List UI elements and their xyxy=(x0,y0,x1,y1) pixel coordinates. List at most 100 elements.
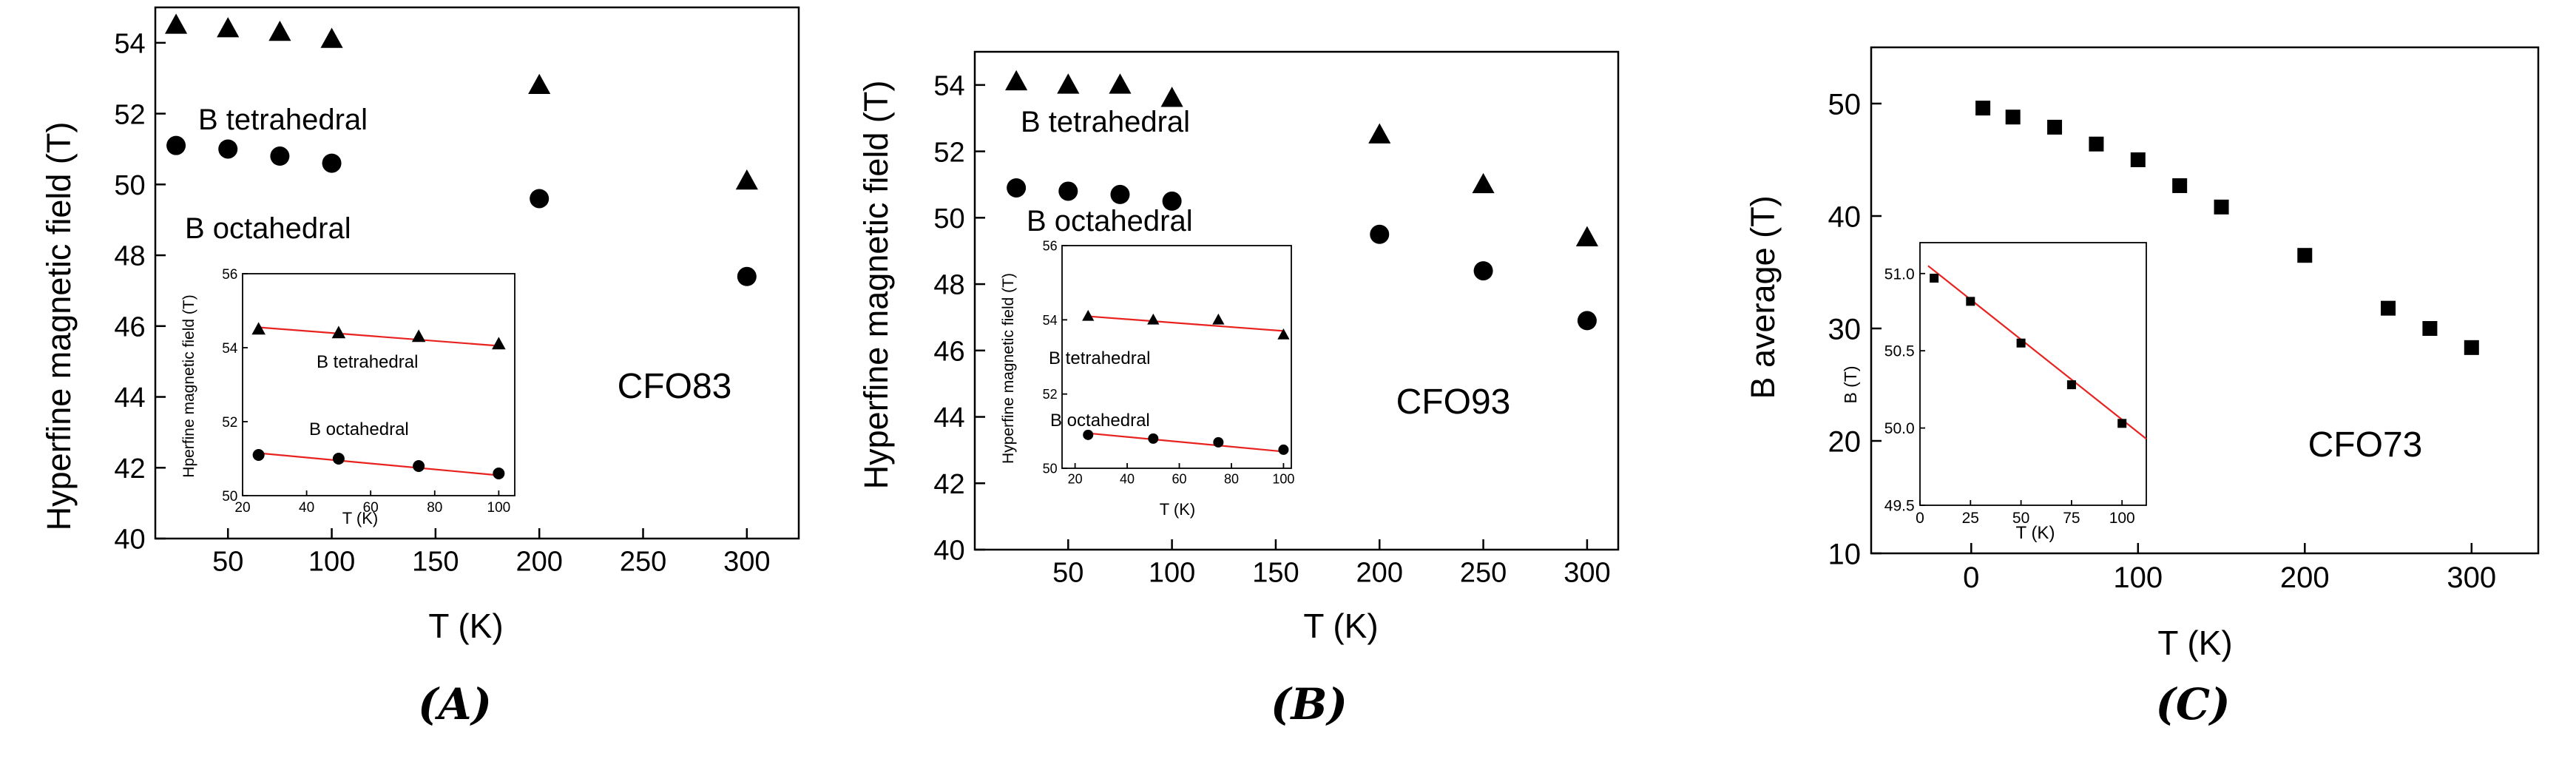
inset-x-tick-label: 40 xyxy=(299,500,314,516)
data-point-b-tetrahedral xyxy=(164,13,188,34)
y-tick-label: 20 xyxy=(1828,425,1862,458)
annotation-b-tetrahedral: B tetrahedral xyxy=(1021,106,1190,138)
sample-label: CFO73 xyxy=(2308,425,2423,465)
annotation-b-tetrahedral: B tetrahedral xyxy=(198,104,368,136)
data-point-b-average xyxy=(1975,101,1991,116)
chart-panel-c: B average (T) T (K) CFO73 (C) 0 100 200 300… xyxy=(1744,46,2540,729)
chart-panel-b: Hyperfine magnetic field (T) T (K) CFO93… xyxy=(857,50,1620,729)
inset-x-tick-label: 100 xyxy=(487,500,511,516)
inset-y-axis-title: Hperfine magnetic field (T) xyxy=(180,294,197,477)
inset-fit-line xyxy=(1085,315,1284,332)
inset-plot-frame xyxy=(242,273,515,496)
inset-data-point-b xyxy=(1966,297,1975,306)
y-tick-label: 44 xyxy=(933,402,964,434)
chart-panel-a: Hyperfine magnetic field (T) T (K) CFO83… xyxy=(40,6,800,729)
inset-y-axis-title: B (T) xyxy=(1841,365,1860,403)
y-tick-label: 50 xyxy=(114,170,145,201)
inset-y-tick-label: 49.5 xyxy=(1884,498,1915,515)
inset-data-point-b xyxy=(2117,419,2127,428)
inset-x-tick-label: 0 xyxy=(1916,510,1924,527)
data-point-b-tetrahedral xyxy=(1057,73,1080,94)
sample-label: CFO83 xyxy=(618,367,732,406)
x-axis-title: T (K) xyxy=(1303,607,1378,645)
data-point-b-tetrahedral xyxy=(1005,70,1028,91)
inset-data-point-b-tetrahedral xyxy=(1082,309,1095,321)
data-point-b-octahedral xyxy=(1058,181,1078,201)
inset-x-tick-label: 20 xyxy=(1068,472,1083,487)
data-point-b-octahedral xyxy=(1577,311,1597,331)
inset-data-point-b-tetrahedral xyxy=(411,329,426,343)
panel-label: (B) xyxy=(1271,679,1348,729)
inset-x-axis-title: T (K) xyxy=(1160,500,1195,519)
data-point-b-octahedral xyxy=(1473,261,1493,281)
y-tick-label: 50 xyxy=(933,203,964,235)
y-tick-label: 40 xyxy=(933,536,964,567)
inset-x-axis-title: T (K) xyxy=(342,509,378,527)
inset-x-tick-label: 100 xyxy=(1272,472,1294,487)
plot-frame xyxy=(1870,46,2540,555)
data-point-b-average xyxy=(2172,178,2188,193)
x-axis-title: T (K) xyxy=(2157,624,2232,662)
x-tick-label: 50 xyxy=(1052,558,1084,589)
y-tick-label: 54 xyxy=(114,29,145,60)
inset-y-tick-label: 52 xyxy=(222,415,237,431)
inset-x-tick-label: 60 xyxy=(363,500,379,516)
data-point-b-tetrahedral xyxy=(1160,87,1183,107)
inset-x-tick-label: 100 xyxy=(2109,510,2135,527)
data-point-b-octahedral xyxy=(1110,184,1130,204)
data-point-b-octahedral xyxy=(737,266,757,286)
data-point-b-tetrahedral xyxy=(1575,226,1598,246)
data-point-b-octahedral xyxy=(322,153,342,173)
x-tick-label: 200 xyxy=(1356,558,1403,589)
data-point-b-average xyxy=(2005,109,2021,125)
y-axis-title: Hyperfine magnetic field (T) xyxy=(857,81,895,490)
inset-data-point-b-tetrahedral xyxy=(1277,328,1290,340)
x-tick-label: 100 xyxy=(308,547,355,578)
y-tick-label: 52 xyxy=(933,137,964,168)
data-point-b-average xyxy=(2464,340,2479,355)
inset-x-tick-label: 75 xyxy=(2063,510,2080,527)
data-point-b-average xyxy=(2381,300,2396,316)
inset-data-point-b-octahedral xyxy=(1278,444,1289,455)
y-tick-label: 54 xyxy=(933,71,964,102)
data-point-b-tetrahedral xyxy=(320,27,343,48)
data-point-b-octahedral xyxy=(166,135,186,155)
inset-y-tick-label: 54 xyxy=(222,341,238,357)
x-tick-label: 200 xyxy=(515,547,562,578)
inset-data-point-b-tetrahedral xyxy=(251,322,266,335)
sample-label: CFO93 xyxy=(1396,382,1511,422)
data-point-b-octahedral xyxy=(1370,224,1390,244)
x-tick-label: 250 xyxy=(620,547,666,578)
inset-data-point-b-tetrahedral xyxy=(1147,313,1160,325)
panel-label: (A) xyxy=(418,679,492,729)
inset-plot-frame xyxy=(1061,245,1292,469)
annotation-b-octahedral: B octahedral xyxy=(1027,205,1193,237)
y-tick-label: 48 xyxy=(114,241,145,272)
x-tick-label: 50 xyxy=(212,547,243,578)
plot-frame xyxy=(973,50,1620,551)
y-tick-label: 50 xyxy=(1828,88,1862,121)
inset-fit-line xyxy=(1927,265,2147,440)
inset-annotation-b-tetrahedral: B tetrahedral xyxy=(1049,348,1150,368)
inset-y-tick-label: 52 xyxy=(1043,387,1058,402)
y-tick-label: 52 xyxy=(114,99,145,130)
data-point-b-average xyxy=(2422,321,2438,336)
inset-y-tick-label: 50 xyxy=(1043,461,1058,476)
inset-y-axis-title: Hyperfine magnetic field (T) xyxy=(1000,273,1017,464)
inset-data-point-b-octahedral xyxy=(1148,433,1159,444)
x-tick-label: 250 xyxy=(1460,558,1507,589)
y-tick-label: 44 xyxy=(114,382,145,414)
y-tick-label: 40 xyxy=(1828,200,1862,233)
inset-data-point-b-tetrahedral xyxy=(1212,313,1225,325)
plot-frame xyxy=(154,6,800,540)
inset-y-tick-label: 50 xyxy=(222,489,237,505)
y-tick-label: 46 xyxy=(933,336,964,367)
y-tick-label: 30 xyxy=(1828,313,1862,345)
inset-fit-line xyxy=(258,326,499,347)
x-tick-label: 300 xyxy=(723,547,770,578)
inset-fit-line xyxy=(258,452,499,476)
inset-y-tick-label: 51.0 xyxy=(1884,266,1915,283)
inset-x-tick-label: 80 xyxy=(427,500,442,516)
y-tick-label: 46 xyxy=(114,311,145,343)
x-tick-label: 200 xyxy=(2280,561,2330,594)
